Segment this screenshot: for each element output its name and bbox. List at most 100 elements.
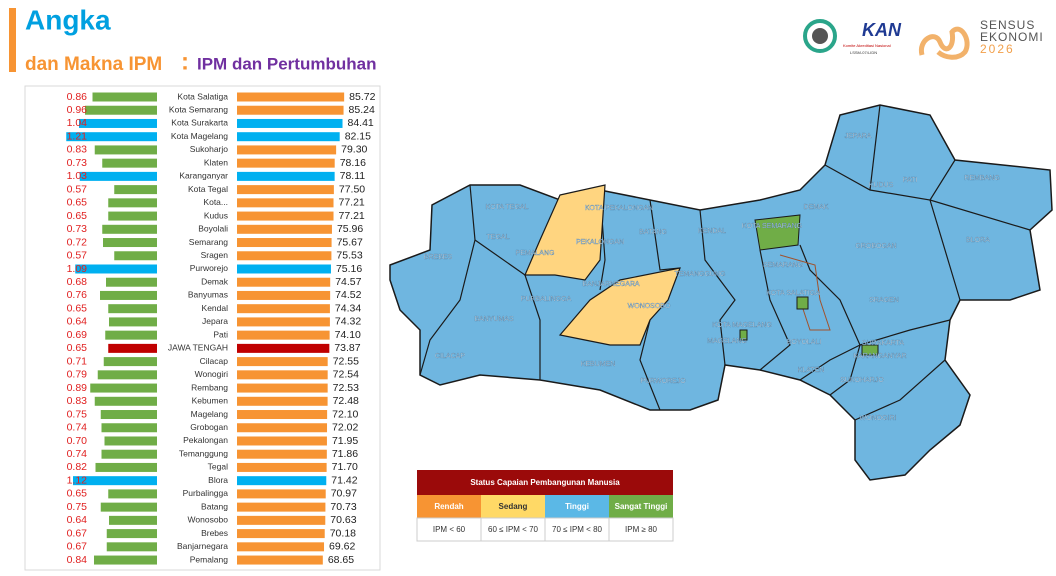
growth-bar [108, 211, 157, 221]
ipm-bar [237, 185, 334, 195]
ipm-label: 74.34 [335, 302, 361, 314]
growth-bar [94, 555, 157, 565]
category-label: Purbalingga [183, 488, 229, 498]
category-label: Wonosobo [188, 515, 229, 525]
ipm-label: 72.10 [332, 408, 358, 420]
region-label: SEMARANG [763, 262, 803, 269]
legend: Status Capaian Pembangunan Manusia Rendah… [416, 470, 674, 542]
map: JEPARA KUDUS PATI REMBANG BLORA GROBOGAN DEMAK… [389, 104, 1053, 481]
ipm-label: 85.72 [349, 91, 375, 103]
ipm-bar [237, 198, 334, 208]
region-sedang [524, 184, 606, 281]
ipm-label: 72.48 [333, 395, 359, 407]
region-label: WONOSOBO [628, 303, 671, 310]
ipm-label: 70.63 [330, 514, 356, 526]
category-label: Semarang [189, 237, 228, 247]
ipm-label: 77.21 [339, 197, 365, 209]
ipm-bar [237, 171, 335, 181]
growth-bar [100, 502, 157, 512]
growth-bar [106, 542, 157, 552]
growth-label: 0.57 [67, 250, 88, 262]
ipm-label: 70.73 [330, 501, 356, 513]
growth-bar [75, 264, 157, 274]
legend-range: 70 ≤ IPM < 80 [552, 525, 603, 534]
growth-label: 0.69 [67, 329, 88, 341]
region-borders [419, 104, 1031, 421]
border [854, 359, 946, 421]
growth-label: 1.09 [67, 263, 88, 275]
category-label: Kendal [202, 303, 229, 313]
growth-label: 0.75 [67, 501, 88, 513]
section-title: IPM dan Pertumbuhan [197, 54, 376, 73]
growth-label: 0.64 [67, 316, 88, 328]
legend-header: Sangat Tinggi [615, 502, 668, 511]
ipm-label: 75.96 [337, 223, 363, 235]
ipm-bar [237, 118, 343, 128]
ipm-label: 71.42 [331, 474, 357, 486]
growth-bar [114, 251, 157, 261]
region-label: BOYOLALI [787, 339, 822, 346]
ipm-bar [237, 211, 334, 221]
category-label: Brebes [201, 528, 228, 538]
ipm-bar [237, 396, 328, 406]
legend-header: Rendah [434, 502, 463, 511]
category-label: Karanganyar [179, 171, 228, 181]
growth-label: 0.73 [67, 223, 88, 235]
legend-swatch [417, 495, 481, 518]
growth-label: 0.65 [67, 302, 88, 314]
growth-bar [79, 118, 157, 128]
border [649, 199, 681, 271]
region-label: KUDUS [869, 182, 894, 189]
region-label: BANJARNEGARA [582, 281, 640, 288]
growth-bar [90, 383, 157, 393]
region-label: KOTA PEKALONGAN [585, 205, 653, 212]
growth-label: 0.65 [67, 210, 88, 222]
ipm-bar [237, 449, 327, 459]
border [929, 159, 1031, 231]
ipm-bar [237, 410, 328, 420]
growth-bar [85, 105, 157, 115]
region-label: PEKALONGAN [576, 239, 624, 246]
region-label: GROBOGAN [855, 243, 896, 250]
ipm-bar [237, 145, 337, 155]
separator: : [181, 48, 189, 75]
ipm-label: 72.53 [333, 382, 359, 394]
ipm-bar [237, 383, 328, 393]
region-sangat-tinggi [861, 344, 879, 356]
region-sangat-tinggi [754, 214, 801, 251]
category-label: Pekalongan [183, 435, 228, 445]
category-label: Boyolali [198, 224, 228, 234]
ipm-label: 77.21 [339, 210, 365, 222]
border [824, 164, 961, 301]
growth-label: 0.82 [67, 461, 88, 473]
logo-se-mark [918, 26, 970, 60]
category-label: Kota Magelang [171, 131, 228, 141]
ipm-label: 70.18 [330, 527, 356, 539]
growth-bar [92, 92, 157, 102]
category-label: Cilacap [200, 356, 229, 366]
border [859, 319, 951, 346]
region-label: KOTA SEMARANG [742, 223, 802, 230]
border [699, 209, 736, 366]
legend-cell [608, 517, 674, 542]
ipm-label: 74.52 [335, 289, 361, 301]
ipm-bar [237, 277, 331, 287]
category-label: Demak [201, 276, 229, 286]
ipm-label: 74.10 [335, 329, 361, 341]
ipm-bar [237, 317, 330, 327]
ipm-label: 78.16 [340, 157, 366, 169]
region-label: SUKOHARJO [840, 377, 884, 384]
border [759, 249, 791, 371]
ipm-label: 72.55 [333, 355, 359, 367]
ipm-bar [237, 105, 344, 115]
growth-label: 0.86 [67, 91, 88, 103]
region-label: KOTA MAGELANG [712, 322, 772, 329]
region-label: KOTA TEGAL [486, 204, 529, 211]
logo-ring [803, 19, 837, 53]
category-label: Temanggung [179, 448, 228, 458]
semarang-border [779, 254, 831, 331]
ipm-bar [237, 357, 328, 367]
ipm-label: 79.30 [341, 144, 367, 156]
legend-swatch [481, 495, 545, 518]
growth-bar [106, 529, 157, 539]
